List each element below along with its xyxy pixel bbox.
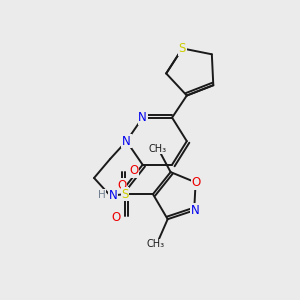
Text: N: N: [109, 189, 118, 202]
Text: N: N: [138, 111, 147, 124]
Text: CH₃: CH₃: [148, 143, 166, 154]
Text: O: O: [117, 179, 127, 192]
Text: CH₃: CH₃: [147, 239, 165, 249]
Text: O: O: [192, 176, 201, 189]
Text: H: H: [98, 190, 105, 200]
Text: N: N: [190, 204, 199, 217]
Text: O: O: [129, 164, 138, 177]
Text: S: S: [121, 188, 129, 201]
Text: S: S: [179, 42, 186, 55]
Text: N: N: [122, 135, 131, 148]
Text: O: O: [112, 211, 121, 224]
